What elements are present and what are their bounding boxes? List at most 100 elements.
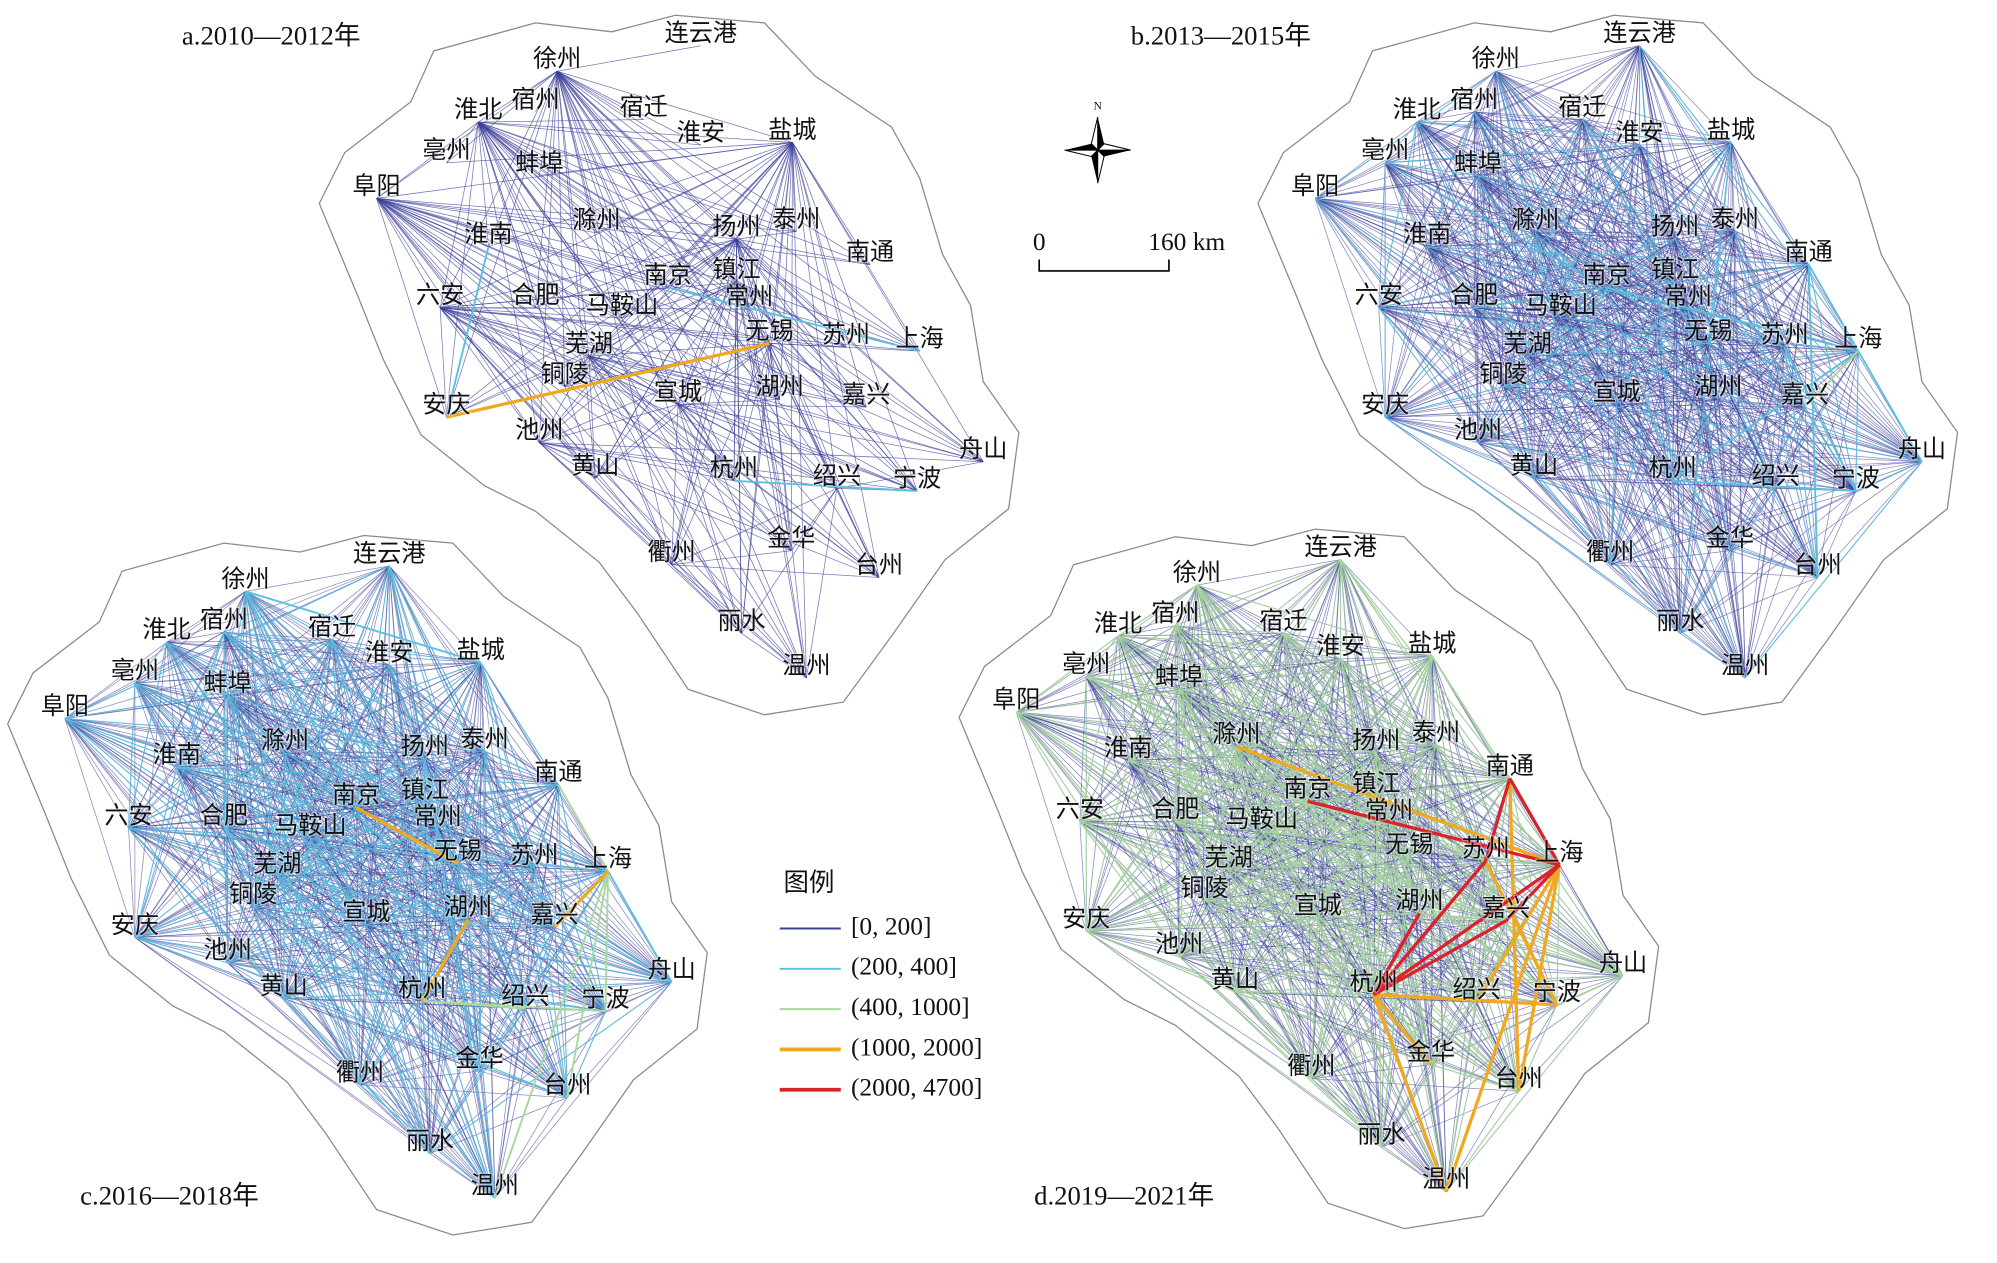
flow-line bbox=[539, 142, 793, 443]
flow-line bbox=[388, 565, 526, 1009]
flow-line bbox=[128, 827, 136, 938]
flow-line bbox=[388, 664, 609, 872]
city-label: 安庆 bbox=[1361, 392, 1409, 419]
flow-line bbox=[1085, 635, 1119, 677]
flow-line bbox=[1375, 796, 1420, 914]
city-label: 安庆 bbox=[422, 392, 470, 419]
flow-line bbox=[1473, 307, 1681, 634]
flow-line bbox=[176, 664, 390, 768]
flow-line bbox=[1128, 760, 1624, 977]
flow-line bbox=[376, 198, 679, 405]
city-label: 亳州 bbox=[422, 137, 470, 164]
flow-line bbox=[1744, 350, 1859, 679]
flow-line bbox=[283, 924, 367, 999]
flow-line bbox=[1477, 144, 1640, 443]
flow-line bbox=[1527, 355, 1746, 679]
flow-line bbox=[245, 590, 482, 664]
flow-line bbox=[1384, 119, 1583, 418]
flow-line bbox=[134, 802, 426, 938]
city-label: 温州 bbox=[471, 1173, 519, 1200]
flow-line bbox=[1609, 399, 1719, 565]
flow-line bbox=[1016, 712, 1236, 993]
flow-line bbox=[277, 863, 458, 877]
region-outline bbox=[958, 528, 1660, 1230]
city-label: 淮安 bbox=[1316, 633, 1364, 660]
city-label: 镇江 bbox=[1352, 771, 1400, 798]
city-label: 镇江 bbox=[1651, 257, 1699, 284]
flow-line bbox=[64, 718, 485, 753]
flow-line bbox=[1086, 869, 1229, 932]
flow-line bbox=[176, 766, 606, 1012]
flow-line bbox=[1426, 246, 1479, 443]
flow-line bbox=[556, 70, 737, 240]
flow-line bbox=[1473, 111, 1719, 400]
flow-line bbox=[1384, 162, 1504, 387]
flow-line bbox=[494, 1097, 568, 1199]
flow-line bbox=[1178, 689, 1432, 1065]
city-label: 淮南 bbox=[1403, 221, 1451, 248]
city-label: 六安 bbox=[104, 802, 152, 829]
flow-line bbox=[539, 442, 880, 578]
city-label: 淮安 bbox=[677, 119, 725, 146]
flow-line bbox=[128, 752, 286, 829]
flow-line bbox=[440, 307, 770, 344]
flow-line bbox=[1503, 346, 1785, 388]
flow-line bbox=[1804, 406, 1923, 463]
flow-line bbox=[1175, 821, 1624, 977]
flow-line bbox=[1679, 550, 1731, 634]
flow-line bbox=[446, 238, 737, 418]
city-label: 亳州 bbox=[111, 657, 159, 684]
flow-line bbox=[388, 565, 609, 872]
flow-line bbox=[1079, 760, 1129, 822]
flow-line bbox=[1527, 355, 1818, 578]
city-label: 亳州 bbox=[1062, 651, 1110, 678]
flow-line bbox=[1261, 658, 1342, 833]
flow-line bbox=[1535, 232, 1676, 240]
scale-start: 0 bbox=[1033, 227, 1046, 256]
flow-line bbox=[1311, 1078, 1519, 1092]
flow-line bbox=[176, 631, 225, 768]
city-label: 盐城 bbox=[457, 637, 505, 664]
flow-line bbox=[64, 631, 225, 719]
flow-line bbox=[1503, 386, 1923, 463]
flow-line bbox=[488, 142, 793, 248]
flow-line bbox=[556, 71, 566, 387]
flow-line bbox=[1283, 632, 1511, 779]
flow-line bbox=[1085, 633, 1284, 932]
city-label: 蚌埠 bbox=[204, 670, 252, 697]
flow-line bbox=[128, 827, 423, 1002]
flow-line bbox=[1384, 416, 1535, 479]
city-label: 徐州 bbox=[533, 46, 581, 73]
flow-line bbox=[421, 829, 439, 1002]
flow-line bbox=[792, 142, 867, 408]
flow-line bbox=[1534, 119, 1583, 233]
flow-line bbox=[1775, 350, 1859, 489]
flow-line bbox=[1639, 45, 1859, 352]
flow-line bbox=[457, 751, 486, 864]
flow-line bbox=[1474, 111, 1732, 143]
flow-line bbox=[1718, 398, 1805, 408]
flow-line bbox=[1616, 404, 1731, 551]
flow-line bbox=[1674, 282, 1857, 492]
city-label: 无锡 bbox=[1684, 318, 1732, 345]
city-label: 常州 bbox=[725, 283, 773, 310]
flow-line bbox=[429, 863, 459, 1154]
flow-line bbox=[376, 70, 558, 199]
scale-bar: 0 160 km bbox=[1033, 227, 1225, 272]
flow-line bbox=[567, 981, 672, 1098]
city-label: 淮北 bbox=[1393, 96, 1441, 123]
flow-line bbox=[134, 870, 609, 938]
flow-line bbox=[1485, 860, 1560, 866]
city-label: 宿迁 bbox=[619, 94, 667, 121]
flow-line bbox=[1385, 162, 1736, 232]
flow-line bbox=[1672, 264, 1810, 481]
flow-line bbox=[1606, 286, 1785, 348]
flow-line bbox=[1196, 584, 1284, 634]
flow-line bbox=[677, 404, 880, 578]
flow-line bbox=[588, 343, 770, 357]
flow-line bbox=[134, 936, 228, 964]
flow-line bbox=[621, 238, 737, 319]
city-label: 南京 bbox=[332, 782, 380, 809]
flow-line bbox=[556, 70, 984, 462]
flow-line bbox=[1235, 991, 1374, 996]
